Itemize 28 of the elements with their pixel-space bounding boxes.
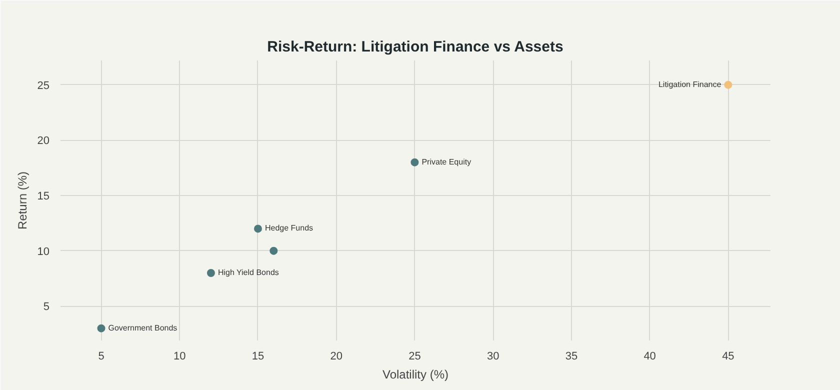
x-tick-label: 35 (565, 350, 578, 362)
annotation: Hedge Funds (264, 224, 314, 233)
x-tick-label: 45 (722, 350, 734, 362)
y-tick-label: 5 (43, 301, 50, 314)
point (410, 158, 419, 166)
x-axis-title: Volatility (%) (382, 368, 449, 382)
point (270, 246, 278, 255)
point (724, 80, 732, 89)
y-tick-label: 25 (37, 80, 50, 92)
x-tick-label: 20 (330, 350, 342, 362)
x-tick-label: 30 (486, 350, 500, 362)
x-tick-label: 40 (644, 350, 656, 362)
point (206, 268, 215, 277)
x-tick-label: 10 (174, 350, 186, 362)
y-axis-title: Return (%) (15, 171, 30, 230)
annotation: Government Bonds (108, 323, 178, 332)
annotation: Litigation Finance (658, 80, 722, 89)
y-tick-label: 20 (37, 135, 50, 148)
x-tick-label: 15 (252, 350, 264, 362)
y-tick-label: 15 (37, 190, 50, 203)
point (254, 224, 262, 233)
x-tick-label: 25 (408, 350, 421, 362)
annotation: Private Equity (422, 157, 472, 166)
annotation: High Yield Bonds (218, 268, 279, 277)
y-tick-label: 10 (37, 246, 50, 258)
point (97, 324, 106, 332)
chart-title: Risk-Return: Litigation Finance vs Assets (267, 38, 564, 56)
x-tick-label: 5 (98, 350, 104, 362)
